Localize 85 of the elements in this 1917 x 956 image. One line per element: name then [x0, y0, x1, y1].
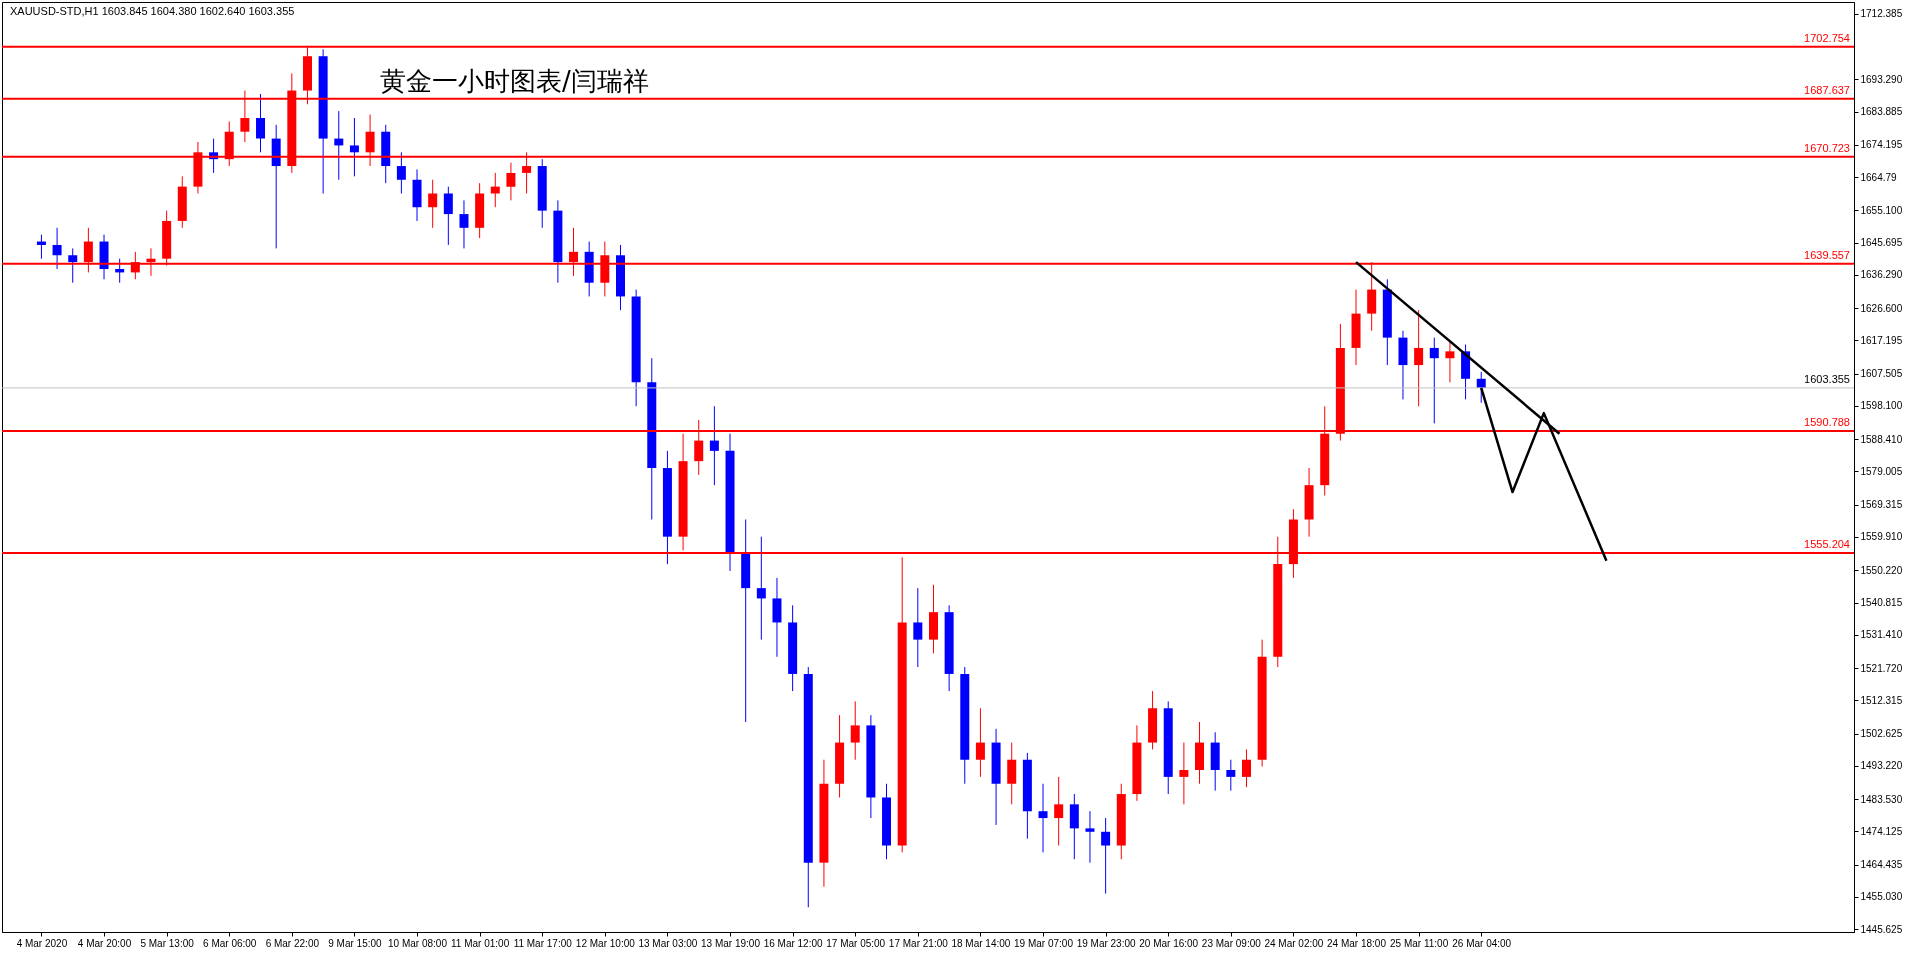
y-tick-label: 1664.79 — [1860, 171, 1898, 183]
y-tick-label: 1455.030 — [1860, 891, 1903, 903]
y-tick-label: 1521.720 — [1860, 662, 1903, 674]
candlestick — [756, 536, 766, 641]
x-tick-label: 13 Mar 03:00 — [638, 937, 698, 949]
x-tick-label: 4 Mar 20:00 — [77, 937, 132, 949]
y-tick-label: 1559.910 — [1860, 531, 1903, 543]
x-tick-label: 19 Mar 07:00 — [1014, 937, 1074, 949]
x-tick-label: 11 Mar 17:00 — [513, 937, 573, 949]
ref-line-label: 1590.788 — [1804, 416, 1850, 429]
x-tick-label: 23 Mar 09:00 — [1201, 937, 1262, 949]
candlestick — [396, 151, 406, 194]
x-tick-label: 11 Mar 01:00 — [451, 937, 510, 949]
y-tick-label: 1617.195 — [1860, 334, 1903, 346]
candlestick — [1038, 783, 1048, 853]
x-tick-label: 17 Mar 05:00 — [826, 937, 886, 949]
candlestick — [443, 186, 453, 246]
y-tick-label: 1588.410 — [1860, 433, 1903, 445]
x-tick-label: 24 Mar 18:00 — [1327, 937, 1387, 949]
candlestick — [709, 405, 719, 486]
candlestick — [1226, 759, 1236, 792]
candlestick — [913, 587, 923, 668]
x-tick-label: 6 Mar 22:00 — [265, 937, 320, 949]
x-tick-label: 5 Mar 13:00 — [140, 937, 195, 949]
y-tick-label: 1645.695 — [1860, 237, 1903, 249]
candlestick — [1429, 337, 1439, 424]
candlestick — [459, 199, 469, 249]
y-tick-label: 1483.530 — [1860, 793, 1903, 805]
x-tick-label: 12 Mar 10:00 — [575, 937, 636, 949]
candlestick — [68, 247, 78, 284]
candlestick — [349, 117, 359, 177]
y-tick-label: 1464.435 — [1860, 859, 1903, 871]
text: 黄金一小时图表/闫瑞祥 — [380, 66, 649, 96]
ref-line-label: 1639.557 — [1804, 248, 1850, 261]
candlestick — [1414, 309, 1424, 407]
y-tick-label: 1540.815 — [1860, 597, 1903, 608]
y-tick-label: 1579.005 — [1860, 465, 1903, 477]
y-tick-label: 1655.100 — [1860, 204, 1903, 216]
x-tick-label: 4 Mar 2020 — [16, 937, 68, 949]
candlestick — [1054, 776, 1064, 847]
y-tick-label: 1683.885 — [1860, 106, 1903, 118]
y-tick-label: 1693.290 — [1860, 73, 1903, 85]
x-tick-label: 9 Mar 15:00 — [328, 937, 383, 949]
x-tick-label: 16 Mar 12:00 — [763, 937, 824, 949]
candlestick — [1445, 340, 1455, 383]
ref-line-label: 1702.754 — [1804, 31, 1850, 44]
y-tick-label: 1569.315 — [1860, 499, 1903, 511]
y-tick-label: 1636.290 — [1860, 269, 1903, 281]
x-tick-label: 18 Mar 14:00 — [951, 937, 1011, 949]
ref-line-label: 1670.723 — [1804, 141, 1850, 154]
candlestick — [1179, 742, 1189, 805]
y-tick-label: 1607.505 — [1860, 368, 1903, 380]
y-tick-label: 1445.625 — [1860, 923, 1903, 935]
y-tick-label: 1674.195 — [1860, 139, 1903, 151]
x-tick-label: 25 Mar 11:00 — [1390, 937, 1449, 949]
ref-line-label: 1603.355 — [1804, 372, 1850, 385]
x-tick-label: 26 Mar 04:00 — [1452, 937, 1512, 949]
y-tick-label: 1550.220 — [1860, 564, 1903, 576]
y-tick-label: 1474.125 — [1860, 825, 1903, 837]
y-tick-label: 1598.100 — [1860, 400, 1903, 412]
candlestick — [1101, 817, 1111, 895]
y-tick-label: 1512.315 — [1860, 694, 1903, 706]
y-tick-label: 1531.410 — [1860, 629, 1903, 641]
annotation: XAUUSD-STD,H1 1603.845 1604.380 1602.640 1603.355 — [10, 5, 295, 17]
candlestick — [850, 700, 860, 761]
x-tick-label: 6 Mar 06:00 — [203, 937, 257, 949]
y-tick-label: 1493.220 — [1860, 760, 1903, 772]
ref-line-label: 1555.204 — [1804, 538, 1850, 551]
candlestick — [975, 707, 985, 778]
y-tick-label: 1712.385 — [1860, 8, 1903, 20]
x-tick-label: 10 Mar 08:00 — [388, 937, 448, 949]
x-tick-label: 17 Mar 21:00 — [888, 937, 949, 949]
candlestick — [1241, 748, 1251, 788]
candlestick — [52, 227, 62, 270]
candlestick — [1085, 810, 1095, 864]
candlestick — [428, 179, 438, 229]
x-tick-label: 19 Mar 23:00 — [1076, 937, 1137, 949]
candlestick — [506, 162, 516, 201]
x-tick-label: 24 Mar 02:00 — [1264, 937, 1324, 949]
x-tick-label: 13 Mar 19:00 — [701, 937, 761, 949]
candlestick — [256, 93, 266, 153]
x-tick-label: 20 Mar 16:00 — [1139, 937, 1199, 949]
y-tick-label: 1502.625 — [1860, 728, 1903, 740]
ref-line-label: 1687.637 — [1804, 83, 1850, 96]
y-tick-label: 1626.600 — [1860, 302, 1903, 314]
